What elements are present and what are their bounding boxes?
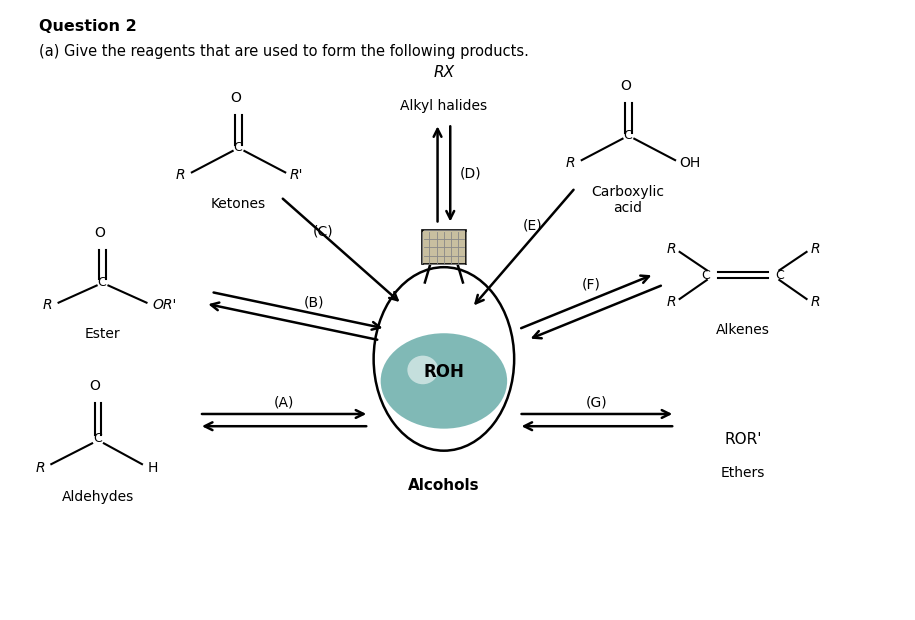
Text: O: O (90, 379, 101, 392)
Text: R: R (666, 242, 676, 256)
Text: (G): (G) (587, 395, 608, 409)
Text: R: R (810, 295, 820, 309)
Text: Ethers: Ethers (721, 466, 765, 480)
Text: (D): (D) (460, 167, 482, 181)
Text: Question 2: Question 2 (38, 19, 136, 35)
Text: (E): (E) (523, 218, 543, 232)
Text: R: R (565, 156, 576, 171)
Text: R: R (43, 298, 52, 312)
Text: C: C (233, 141, 242, 154)
Text: Alcohols: Alcohols (408, 478, 479, 493)
Text: RX: RX (434, 65, 455, 81)
Text: OH: OH (680, 156, 701, 171)
Text: O: O (619, 79, 630, 93)
Text: C: C (776, 268, 784, 281)
Text: C: C (702, 268, 710, 281)
Text: R: R (36, 461, 45, 475)
Text: Aldehydes: Aldehydes (61, 490, 134, 505)
Text: O: O (94, 226, 105, 240)
Text: C: C (624, 129, 632, 142)
Ellipse shape (407, 356, 438, 384)
Text: Carboxylic
acid: Carboxylic acid (591, 185, 664, 215)
Text: Ester: Ester (84, 327, 120, 341)
Text: Alkyl halides: Alkyl halides (401, 99, 488, 113)
Text: R': R' (290, 169, 303, 182)
Text: ROH: ROH (424, 363, 464, 381)
Text: C: C (98, 276, 106, 289)
Text: Ketones: Ketones (210, 197, 265, 211)
Text: H: H (147, 461, 157, 475)
Text: O: O (230, 91, 241, 105)
Ellipse shape (381, 333, 507, 428)
Text: C: C (93, 432, 102, 445)
Text: R: R (666, 295, 676, 309)
Text: Alkenes: Alkenes (716, 324, 770, 337)
FancyBboxPatch shape (422, 231, 466, 264)
Text: (a) Give the reagents that are used to form the following products.: (a) Give the reagents that are used to f… (38, 44, 529, 59)
Text: (C): (C) (313, 224, 333, 238)
Text: (B): (B) (303, 296, 324, 310)
Text: OR': OR' (152, 298, 177, 312)
Text: (F): (F) (582, 278, 600, 291)
Text: R: R (810, 242, 820, 256)
Text: ROR': ROR' (725, 432, 762, 448)
Ellipse shape (373, 267, 514, 451)
Text: R: R (176, 169, 186, 182)
Text: (A): (A) (274, 395, 295, 409)
